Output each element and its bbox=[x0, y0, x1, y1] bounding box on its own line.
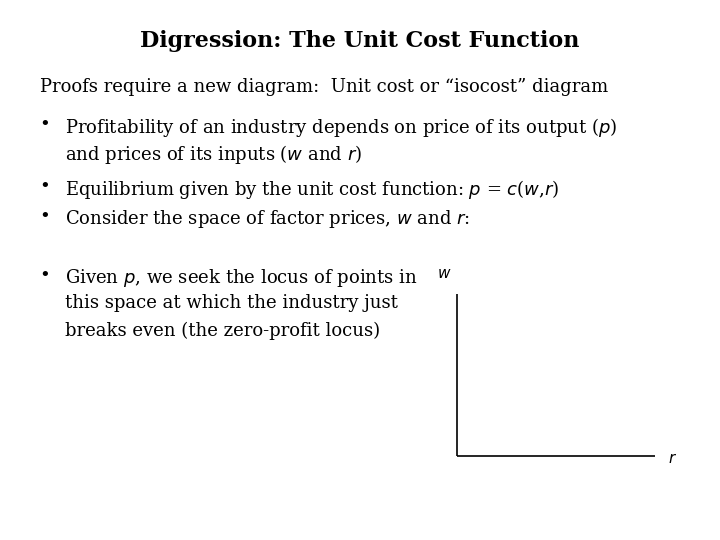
Text: •: • bbox=[40, 178, 50, 196]
Text: Proofs require a new diagram:  Unit cost or “isocost” diagram: Proofs require a new diagram: Unit cost … bbox=[40, 78, 608, 96]
Text: $w$: $w$ bbox=[437, 267, 451, 281]
Text: Profitability of an industry depends on price of its output ($p$): Profitability of an industry depends on … bbox=[65, 116, 617, 139]
Text: Equilibrium given by the unit cost function: $p$ = $c$($w$,$r$): Equilibrium given by the unit cost funct… bbox=[65, 178, 559, 201]
Text: Consider the space of factor prices, $w$ and $r$:: Consider the space of factor prices, $w$… bbox=[65, 208, 469, 230]
Text: Digression: The Unit Cost Function: Digression: The Unit Cost Function bbox=[140, 30, 580, 52]
Text: breaks even (the zero-profit locus): breaks even (the zero-profit locus) bbox=[65, 321, 380, 340]
Text: •: • bbox=[40, 267, 50, 285]
Text: •: • bbox=[40, 208, 50, 226]
Text: •: • bbox=[40, 116, 50, 134]
Text: this space at which the industry just: this space at which the industry just bbox=[65, 294, 397, 312]
Text: $r$: $r$ bbox=[668, 452, 678, 466]
Text: Given $p$, we seek the locus of points in: Given $p$, we seek the locus of points i… bbox=[65, 267, 418, 289]
Text: and prices of its inputs ($w$ and $r$): and prices of its inputs ($w$ and $r$) bbox=[65, 143, 362, 166]
